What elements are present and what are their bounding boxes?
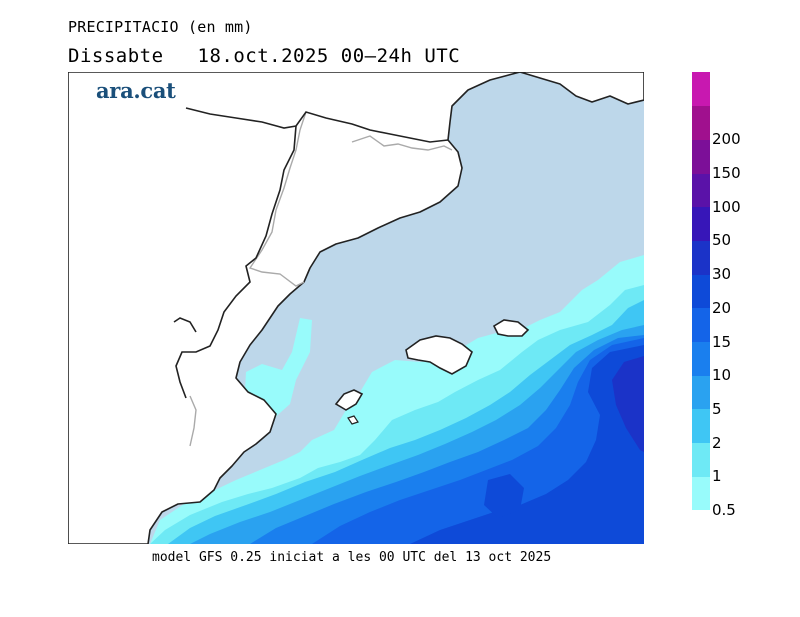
land-france [519, 72, 644, 105]
legend-label: 15 [712, 332, 732, 351]
forecast-day: Dissabte [68, 45, 164, 67]
model-info: model GFS 0.25 iniciat a les 00 UTC del … [152, 550, 552, 565]
legend-label: 10 [712, 366, 732, 385]
island-formentera [347, 415, 359, 425]
legend-swatch [692, 442, 710, 477]
legend-label: 20 [712, 298, 732, 317]
precip-band-20 [410, 345, 644, 544]
region-border-andorra [351, 135, 453, 151]
precipitation-legend: 0.5 1 2 5 10 15 20 30 50 100 150 200 [692, 72, 741, 519]
legend-swatch [692, 408, 710, 444]
legend-swatch [692, 72, 710, 107]
forecast-date: Dissabte 18.oct.2025 00–24h UTC [68, 45, 460, 67]
region-border-west [189, 395, 197, 447]
legend-swatch [692, 375, 710, 410]
legend-label: 200 [712, 130, 741, 149]
region-border-catalonia [248, 111, 307, 287]
ara-cat-logo: ara.cat [96, 78, 176, 103]
legend-label: 2 [712, 433, 722, 452]
regional-border-aragon [175, 125, 297, 399]
legend-swatch [692, 105, 710, 140]
legend-swatch [692, 341, 710, 376]
national-border-pyrenees [185, 107, 449, 143]
land-iberia [68, 72, 521, 544]
legend-swatch [692, 173, 710, 208]
island-menorca [492, 319, 530, 337]
regional-border-valencia [173, 317, 197, 333]
legend-label: 5 [712, 399, 722, 418]
legend-swatch [692, 476, 710, 511]
island-mallorca [405, 335, 473, 375]
legend-label: 100 [712, 197, 741, 216]
legend-swatch [692, 274, 710, 309]
legend-swatch [692, 307, 710, 343]
precip-band-20-south [484, 474, 524, 518]
legend-label: 150 [712, 164, 741, 183]
legend-label: 50 [712, 231, 732, 250]
chart-title: PRECIPITACIO (en mm) [68, 18, 253, 36]
island-ibiza [334, 389, 364, 411]
legend-label: 0.5 [712, 501, 736, 519]
precip-band-30 [612, 356, 644, 452]
legend-label: 1 [712, 467, 722, 486]
legend-label: 30 [712, 265, 732, 284]
legend-swatch [692, 139, 710, 174]
forecast-date-range: 18.oct.2025 00–24h UTC [197, 45, 461, 67]
legend-swatch [692, 206, 710, 241]
legend-swatch [692, 240, 710, 275]
